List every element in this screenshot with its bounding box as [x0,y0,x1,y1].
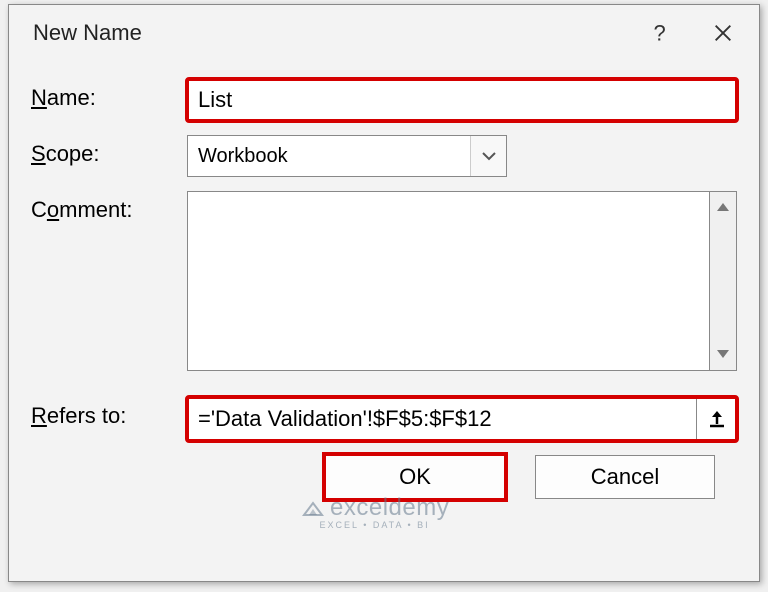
range-selector-button[interactable] [696,398,736,440]
triangle-down-icon [715,348,731,360]
comment-field [187,191,737,371]
close-button[interactable] [691,9,755,57]
name-label: Name: [31,79,187,111]
comment-scrollbar[interactable] [709,191,737,371]
scope-label-text: cope: [46,141,100,166]
help-icon: ? [648,22,670,44]
ok-button-label: OK [399,464,431,490]
scope-label-accel: S [31,141,46,166]
refers-label: Refers to: [31,397,187,429]
help-button[interactable]: ? [627,9,691,57]
scope-value: Workbook [198,145,288,168]
refers-input[interactable] [188,398,696,440]
close-icon [712,22,734,44]
chevron-down-icon [481,151,497,161]
collapse-icon [707,409,727,429]
ok-button[interactable]: OK [325,455,505,499]
scope-row: Scope: Workbook [31,135,737,177]
scroll-down-button[interactable] [715,343,731,366]
refers-row: Refers to: [31,397,737,441]
name-label-accel: N [31,85,47,110]
scope-select[interactable]: Workbook [187,135,507,177]
name-label-text: ame: [47,85,96,110]
comment-label-pre: C [31,197,47,222]
triangle-up-icon [715,201,731,213]
dialog-title: New Name [33,20,627,46]
comment-label-text: mment: [59,197,132,222]
button-bar: OK Cancel [31,451,737,499]
refers-field-highlight [187,397,737,441]
new-name-dialog: New Name ? Name: Scope: W [8,4,760,582]
comment-textarea[interactable] [187,191,709,371]
titlebar: New Name ? [9,5,759,61]
comment-label-accel: o [47,197,59,222]
comment-label: Comment: [31,191,187,223]
cancel-button-label: Cancel [591,464,659,490]
comment-row: Comment: [31,191,737,371]
scope-field: Workbook [187,135,737,177]
refers-label-text: efers to: [47,403,126,428]
refers-label-accel: R [31,403,47,428]
svg-text:?: ? [654,22,666,44]
scope-label: Scope: [31,135,187,167]
dialog-body: Name: Scope: Workbook Comment: [9,61,759,509]
scope-dropdown-button[interactable] [470,136,506,176]
name-field-highlight [187,79,737,121]
scroll-up-button[interactable] [715,196,731,219]
name-row: Name: [31,79,737,121]
cancel-button[interactable]: Cancel [535,455,715,499]
name-input[interactable] [187,79,737,121]
